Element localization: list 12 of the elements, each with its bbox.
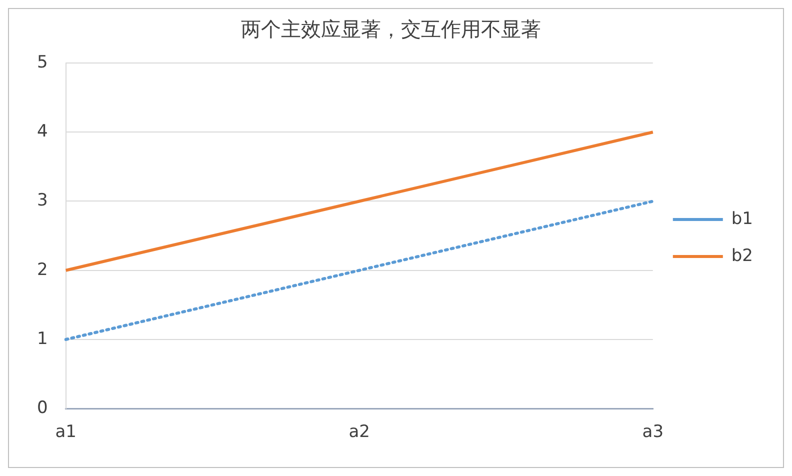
legend-label: b2 xyxy=(731,246,753,266)
y-tick-label: 1 xyxy=(36,328,48,349)
x-tick-label: a1 xyxy=(55,422,76,442)
y-tick-label: 0 xyxy=(36,398,48,418)
chart-title: 两个主效应显著，交互作用不显著 xyxy=(241,17,541,42)
y-tick-label: 3 xyxy=(36,190,48,211)
x-tick-label: a2 xyxy=(348,422,370,442)
legend-label: b1 xyxy=(731,208,753,229)
y-tick-label: 4 xyxy=(36,122,48,142)
y-tick-label: 2 xyxy=(36,260,48,280)
y-tick-label: 5 xyxy=(36,52,48,72)
x-tick-label: a3 xyxy=(642,422,664,442)
